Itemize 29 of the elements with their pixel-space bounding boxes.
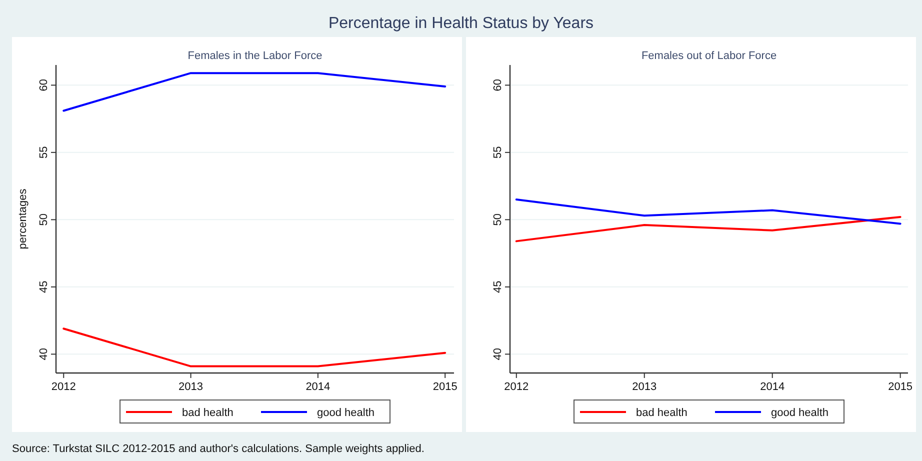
x-tick-label: 2013 (632, 381, 657, 393)
y-tick-label: 55 (38, 146, 50, 159)
y-tick-label: 45 (38, 280, 50, 294)
y-tick-label: 50 (492, 214, 504, 226)
y-tick-label: 60 (38, 79, 50, 92)
y-tick-label: 55 (492, 146, 504, 159)
legend-label: bad health (182, 407, 234, 419)
y-tick-label: 40 (492, 348, 504, 360)
x-tick-label: 2014 (760, 381, 785, 393)
x-tick-label: 2012 (51, 381, 76, 393)
y-tick-label: 45 (492, 280, 504, 294)
y-tick-label: 40 (38, 348, 50, 360)
x-tick-label: 2014 (306, 381, 330, 393)
y-axis-title: percentages (17, 188, 29, 250)
chart-subtitle: Females out of Labor Force (641, 50, 777, 62)
y-tick-label: 50 (38, 214, 50, 226)
x-tick-label: 2015 (888, 381, 913, 393)
y-tick-label: 60 (492, 79, 504, 92)
legend-label: good health (771, 407, 828, 419)
source-note: Source: Turkstat SILC 2012-2015 and author's calculations. Sample weights applied. (12, 443, 424, 455)
chart-subtitle: Females in the Labor Force (188, 50, 322, 62)
x-tick-label: 2012 (504, 381, 529, 393)
legend-label: good health (317, 407, 374, 419)
x-tick-label: 2013 (178, 381, 204, 393)
chart-title: Percentage in Health Status by Years (328, 15, 594, 32)
x-tick-label: 2015 (432, 381, 458, 393)
line-series (515, 198, 902, 225)
line-series (515, 216, 902, 242)
legend-label: bad health (636, 407, 688, 419)
